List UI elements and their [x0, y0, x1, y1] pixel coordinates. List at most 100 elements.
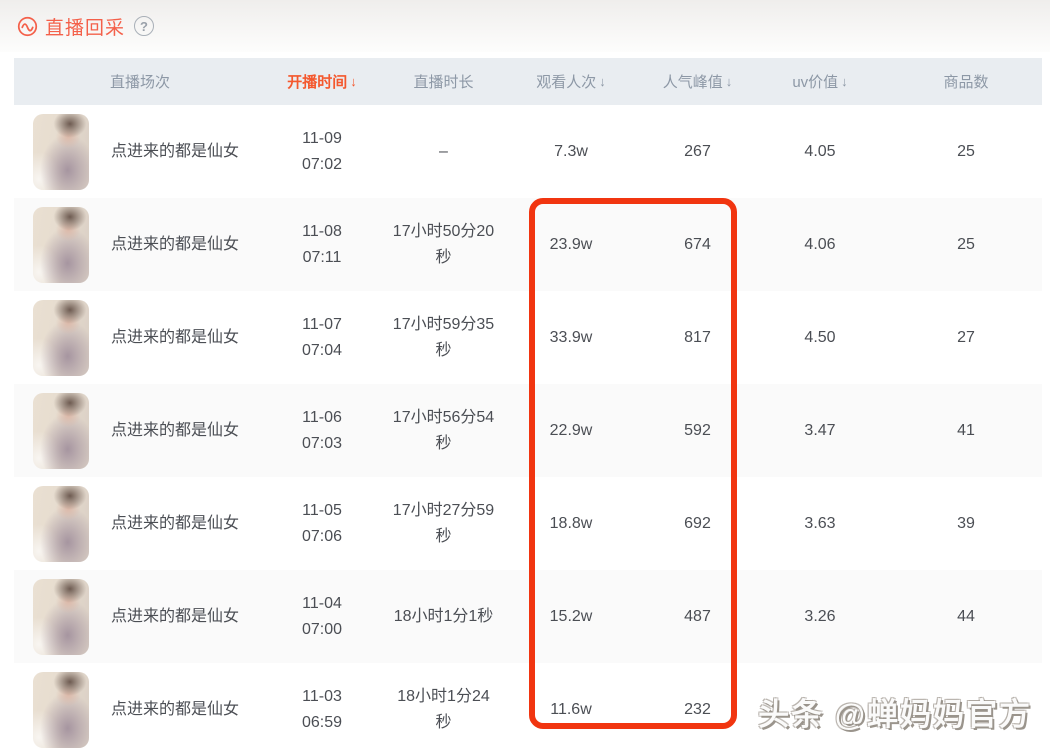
start-date: 11-05: [302, 501, 342, 519]
product-count-cell: 41: [890, 418, 1042, 444]
sort-arrow-icon: ↓: [599, 74, 606, 89]
uv-value-cell-value: 4.50: [804, 328, 836, 346]
start-time-cell: 11-04 07:00: [254, 591, 390, 643]
table-header-row: 直播场次 开播时间 ↓ 直播时长 观看人次 ↓ 人气峰值 ↓ uv价值 ↓ 商品数: [14, 58, 1042, 105]
session-avatar[interactable]: [33, 299, 89, 376]
start-date: 11-06: [302, 408, 342, 426]
start-date: 11-04: [302, 594, 342, 612]
uv-value-cell-value: 4.05: [804, 142, 836, 160]
table-row[interactable]: 点进来的都是仙女 11-06 07:03 17小时56分54秒 22.9w 592 3.47…: [14, 384, 1042, 477]
uv-value-cell: 3.63: [750, 511, 890, 537]
sort-arrow-icon: ↓: [725, 74, 733, 89]
column-label: uv价值: [792, 74, 839, 91]
session-title[interactable]: 点进来的都是仙女: [111, 700, 240, 718]
product-count-cell-value: 25: [957, 142, 975, 160]
views-cell: 18.8w: [497, 511, 645, 537]
views-cell: 11.6w: [497, 697, 645, 723]
start-date: 11-09: [302, 129, 342, 147]
duration-cell-value: 17小时27分59秒: [392, 501, 495, 545]
live-sessions-table: 直播场次 开播时间 ↓ 直播时长 观看人次 ↓ 人气峰值 ↓ uv价值 ↓ 商品数 点进来的都是仙女…: [14, 58, 1042, 754]
help-icon[interactable]: ?: [134, 16, 155, 36]
session-cell: 点进来的都是仙女: [14, 113, 254, 190]
table-row[interactable]: 点进来的都是仙女 11-04 07:00 18小时1分1秒 15.2w 487 3.26 44: [14, 570, 1042, 663]
session-avatar[interactable]: [33, 578, 89, 655]
page-title: 直播回采: [45, 17, 126, 39]
column-header-start_time[interactable]: 开播时间 ↓: [254, 71, 390, 92]
product-count-cell: 39: [890, 511, 1042, 537]
peak-cell: 232: [645, 697, 750, 723]
duration-cell: 18小时1分24秒: [390, 684, 497, 736]
duration-cell-value: 18小时1分24秒: [397, 687, 490, 731]
session-cell: 点进来的都是仙女: [14, 299, 254, 376]
product-count-cell: 44: [890, 604, 1042, 630]
start-date: 11-08: [302, 222, 342, 240]
views-cell-value: 22.9w: [549, 421, 593, 439]
session-title[interactable]: 点进来的都是仙女: [111, 421, 240, 439]
uv-value-cell: 4.50: [750, 325, 890, 351]
peak-cell-value: 267: [684, 142, 711, 160]
views-cell-value: 23.9w: [549, 235, 593, 253]
session-cell: 点进来的都是仙女: [14, 392, 254, 469]
session-avatar[interactable]: [33, 671, 89, 748]
peak-cell-value: 487: [684, 607, 711, 625]
table-row[interactable]: 点进来的都是仙女 11-08 07:11 17小时50分20秒 23.9w 674 4.06…: [14, 198, 1042, 291]
product-count-cell-value: 41: [957, 421, 975, 439]
session-avatar[interactable]: [33, 206, 89, 283]
sort-arrow-icon: ↓: [350, 74, 357, 89]
start-clock: 06:59: [301, 713, 343, 731]
session-title[interactable]: 点进来的都是仙女: [111, 328, 240, 346]
uv-value-cell-value: 4.06: [804, 235, 836, 253]
start-time-cell: 11-08 07:11: [254, 219, 390, 271]
session-avatar[interactable]: [33, 113, 89, 190]
sort-arrow-icon: ↓: [841, 74, 848, 89]
duration-cell: 17小时59分35秒: [390, 312, 497, 364]
start-time-cell: 11-07 07:04: [254, 312, 390, 364]
table-row[interactable]: 点进来的都是仙女 11-09 07:02 – 7.3w 267 4.05 25: [14, 105, 1042, 198]
table-body: 点进来的都是仙女 11-09 07:02–7.3w 267 4.05 25 点进来的都是仙女…: [14, 105, 1042, 754]
session-avatar[interactable]: [33, 485, 89, 562]
column-header-uv[interactable]: uv价值 ↓: [750, 71, 890, 92]
product-count-cell-value: 27: [957, 328, 975, 346]
column-header-peak[interactable]: 人气峰值 ↓: [645, 71, 750, 92]
start-time-cell: 11-09 07:02: [254, 126, 390, 178]
peak-cell: 692: [645, 511, 750, 537]
uv-value-cell: 3.26: [750, 604, 890, 630]
start-clock: 07:02: [301, 155, 343, 173]
column-header-views[interactable]: 观看人次 ↓: [497, 71, 645, 92]
session-avatar[interactable]: [33, 392, 89, 469]
session-title[interactable]: 点进来的都是仙女: [111, 142, 240, 160]
start-clock: 07:11: [302, 248, 342, 266]
peak-cell: 267: [645, 139, 750, 165]
duration-cell: –: [390, 139, 497, 165]
column-header-session: 直播场次: [14, 71, 254, 92]
start-clock: 07:04: [301, 341, 343, 359]
peak-cell-value: 592: [684, 421, 711, 439]
table-row[interactable]: 点进来的都是仙女 11-05 07:06 17小时27分59秒 18.8w 692 3.63…: [14, 477, 1042, 570]
table-row[interactable]: 点进来的都是仙女 11-03 06:59 18小时1分24秒 11.6w 232: [14, 663, 1042, 754]
views-cell-value: 15.2w: [549, 607, 593, 625]
session-title[interactable]: 点进来的都是仙女: [111, 514, 240, 532]
start-time-cell: 11-06 07:03: [254, 405, 390, 457]
column-label: 人气峰值: [662, 74, 723, 91]
duration-cell-value: –: [439, 142, 448, 160]
column-header-products: 商品数: [890, 71, 1042, 92]
uv-value-cell-value: 3.63: [804, 514, 836, 532]
session-cell: 点进来的都是仙女: [14, 578, 254, 655]
duration-cell-value: 17小时50分20秒: [392, 222, 495, 266]
product-count-cell-value: 39: [957, 514, 975, 532]
uv-value-cell: 4.05: [750, 139, 890, 165]
views-cell-value: 18.8w: [549, 514, 593, 532]
views-cell: 22.9w: [497, 418, 645, 444]
duration-cell: 17小时56分54秒: [390, 405, 497, 457]
table-row[interactable]: 点进来的都是仙女 11-07 07:04 17小时59分35秒 33.9w 817 4.50…: [14, 291, 1042, 384]
peak-cell: 674: [645, 232, 750, 258]
session-title[interactable]: 点进来的都是仙女: [111, 235, 240, 253]
session-title[interactable]: 点进来的都是仙女: [111, 607, 240, 625]
product-count-cell-value: 25: [957, 235, 975, 253]
peak-cell-value: 674: [684, 235, 711, 253]
peak-cell: 487: [645, 604, 750, 630]
start-clock: 07:06: [301, 527, 343, 545]
replay-wave-icon[interactable]: [17, 16, 38, 37]
start-clock: 07:03: [301, 434, 343, 452]
